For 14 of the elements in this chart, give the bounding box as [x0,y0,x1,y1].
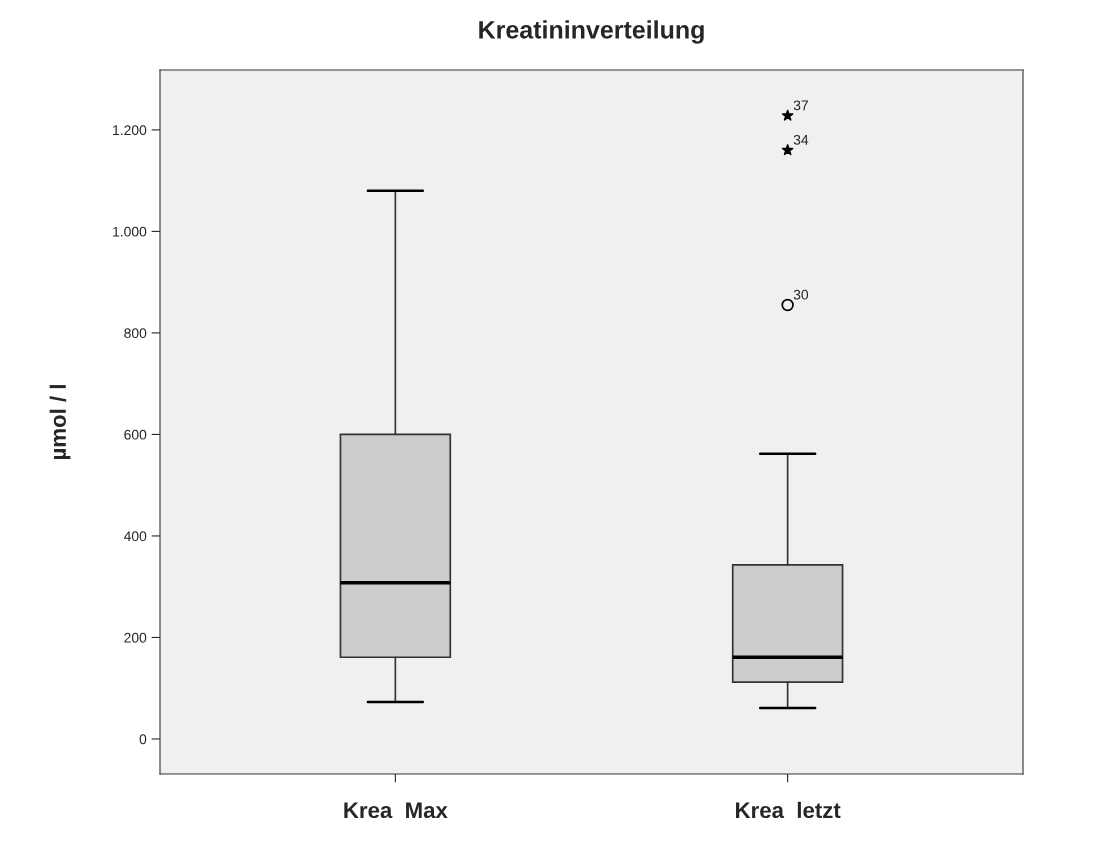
y-axis-title: µmol / l [49,385,71,460]
x-tick-label: Krea Max [344,802,448,819]
y-tick-label: 0 [139,734,147,745]
annotation: 34 [793,134,809,145]
y-tick-label: 600 [124,429,147,440]
chart-title: Kreatininverteilung [479,20,704,44]
y-tick-label: 200 [124,632,147,643]
y-tick-label: 800 [124,328,147,339]
y-tick-label: 400 [123,531,147,542]
x-tick-label: Krea letzt [736,801,841,819]
y-tick-label: 1.000 [113,226,147,237]
annotation: 30 [793,289,809,300]
annotation: 37 [793,100,808,111]
y-tick-label: 1.200 [113,125,147,136]
